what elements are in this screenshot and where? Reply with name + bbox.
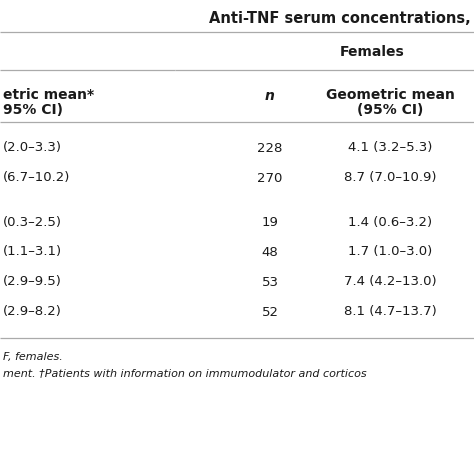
Text: (95% CI): (95% CI) xyxy=(357,103,423,117)
Text: 4.1 (3.2–5.3): 4.1 (3.2–5.3) xyxy=(348,142,432,155)
Text: (2.0–3.3): (2.0–3.3) xyxy=(3,142,62,155)
Text: 7.4 (4.2–13.0): 7.4 (4.2–13.0) xyxy=(344,275,436,289)
Text: F, females.: F, females. xyxy=(3,352,63,362)
Text: (6.7–10.2): (6.7–10.2) xyxy=(3,172,70,184)
Text: Anti-TNF serum concentrations,: Anti-TNF serum concentrations, xyxy=(209,10,471,26)
Text: 1.7 (1.0–3.0): 1.7 (1.0–3.0) xyxy=(348,246,432,258)
Text: 228: 228 xyxy=(257,142,283,155)
Text: (1.1–3.1): (1.1–3.1) xyxy=(3,246,62,258)
Text: (2.9–9.5): (2.9–9.5) xyxy=(3,275,62,289)
Text: 8.1 (4.7–13.7): 8.1 (4.7–13.7) xyxy=(344,306,437,319)
Text: 1.4 (0.6–3.2): 1.4 (0.6–3.2) xyxy=(348,216,432,228)
Text: (0.3–2.5): (0.3–2.5) xyxy=(3,216,62,228)
Text: n: n xyxy=(265,89,275,102)
Text: Geometric mean: Geometric mean xyxy=(326,88,455,102)
Text: (2.9–8.2): (2.9–8.2) xyxy=(3,306,62,319)
Text: 48: 48 xyxy=(262,246,278,258)
Text: etric mean*: etric mean* xyxy=(3,88,94,102)
Text: 53: 53 xyxy=(262,275,279,289)
Text: 52: 52 xyxy=(262,306,279,319)
Text: 8.7 (7.0–10.9): 8.7 (7.0–10.9) xyxy=(344,172,436,184)
Text: Females: Females xyxy=(340,45,404,59)
Text: 270: 270 xyxy=(257,172,283,184)
Text: 95% CI): 95% CI) xyxy=(3,103,63,117)
Text: 19: 19 xyxy=(262,216,278,228)
Text: ment. †Patients with information on immumodulator and corticos: ment. †Patients with information on immu… xyxy=(3,368,366,378)
